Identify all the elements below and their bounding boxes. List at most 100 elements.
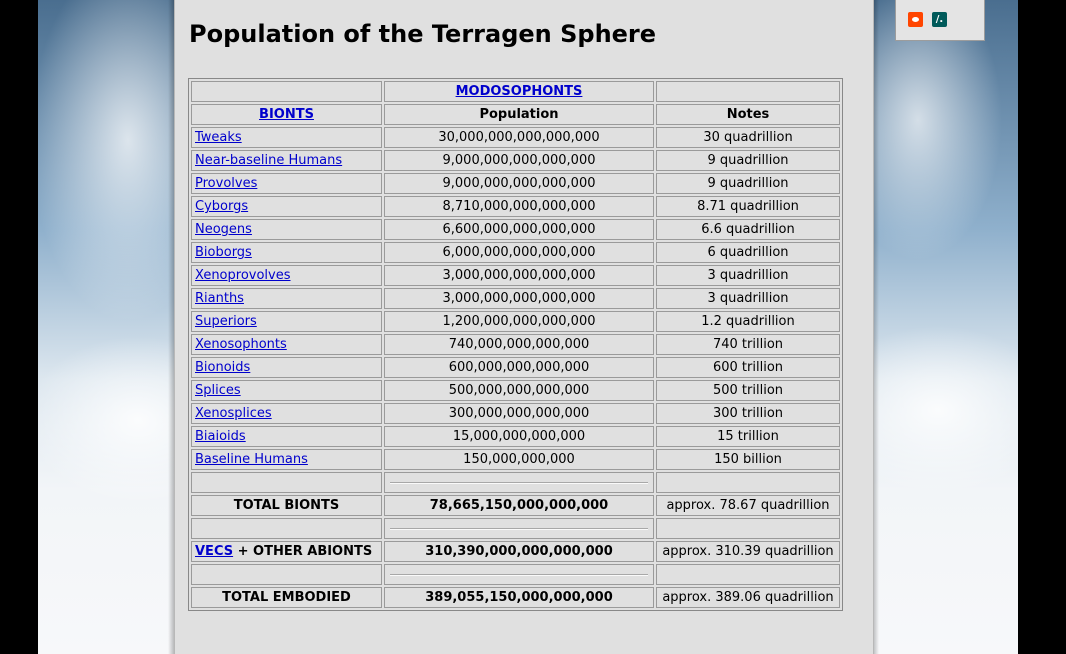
species-cell: Bionoids xyxy=(191,357,382,378)
population-cell: 9,000,000,000,000,000 xyxy=(384,150,654,171)
population-cell: 15,000,000,000,000 xyxy=(384,426,654,447)
species-cell: Neogens xyxy=(191,219,382,240)
table-header-top: MODOSOPHONTS xyxy=(191,81,840,102)
species-cell: Rianths xyxy=(191,288,382,309)
species-cell: Cyborgs xyxy=(191,196,382,217)
notes-cell: 1.2 quadrillion xyxy=(656,311,840,332)
share-box: /. xyxy=(895,0,985,41)
species-cell: Bioborgs xyxy=(191,242,382,263)
total-bionts-row: TOTAL BIONTS 78,665,150,000,000,000 approx… xyxy=(191,495,840,516)
spacer-cell xyxy=(384,564,654,585)
notes-cell: 600 trillion xyxy=(656,357,840,378)
species-link[interactable]: Near-baseline Humans xyxy=(195,153,343,168)
species-link[interactable]: Splices xyxy=(195,383,241,398)
notes-cell: 500 trillion xyxy=(656,380,840,401)
species-cell: Provolves xyxy=(191,173,382,194)
population-cell: 300,000,000,000,000 xyxy=(384,403,654,424)
header-empty-cell xyxy=(656,81,840,102)
reddit-icon[interactable] xyxy=(908,12,923,27)
panel-shadow-left xyxy=(168,0,174,654)
notes-cell: 8.71 quadrillion xyxy=(656,196,840,217)
vecs-population: 310,390,000,000,000,000 xyxy=(384,541,654,562)
species-link[interactable]: Superiors xyxy=(195,314,257,329)
table-row: Neogens 6,600,000,000,000,000 6.6 quadrill… xyxy=(191,219,840,240)
vecs-row: VECS + OTHER ABIONTS 310,390,000,000,000,… xyxy=(191,541,840,562)
notes-cell: 9 quadrillion xyxy=(656,173,840,194)
table-row: Provolves 9,000,000,000,000,000 9 quadrill… xyxy=(191,173,840,194)
population-cell: 3,000,000,000,000,000 xyxy=(384,288,654,309)
population-cell: 500,000,000,000,000 xyxy=(384,380,654,401)
notes-cell: 6.6 quadrillion xyxy=(656,219,840,240)
spacer-row xyxy=(191,518,840,539)
spacer-cell xyxy=(191,564,382,585)
population-cell: 9,000,000,000,000,000 xyxy=(384,173,654,194)
table-row: Baseline Humans 150,000,000,000 150 billio… xyxy=(191,449,840,470)
vecs-notes: approx. 310.39 quadrillion xyxy=(656,541,840,562)
notes-cell: 30 quadrillion xyxy=(656,127,840,148)
species-link[interactable]: Xenosplices xyxy=(195,406,272,421)
species-link[interactable]: Neogens xyxy=(195,222,252,237)
vecs-suffix: + OTHER ABIONTS xyxy=(233,544,373,559)
horizontal-rule xyxy=(390,527,648,530)
table-row: Xenoprovolves 3,000,000,000,000,000 3 quad… xyxy=(191,265,840,286)
table-row: Near-baseline Humans 9,000,000,000,000,00… xyxy=(191,150,840,171)
species-link[interactable]: Rianths xyxy=(195,291,244,306)
notes-cell: 150 billion xyxy=(656,449,840,470)
population-table: MODOSOPHONTS BIONTS Population Notes Twe… xyxy=(188,78,843,611)
notes-cell: 300 trillion xyxy=(656,403,840,424)
total-embodied-notes: approx. 389.06 quadrillion xyxy=(656,587,840,608)
species-link[interactable]: Tweaks xyxy=(195,130,242,145)
total-embodied-population: 389,055,150,000,000,000 xyxy=(384,587,654,608)
header-notes: Notes xyxy=(656,104,840,125)
spacer-cell xyxy=(191,472,382,493)
total-bionts-notes: approx. 78.67 quadrillion xyxy=(656,495,840,516)
spacer-cell xyxy=(384,472,654,493)
modosophonts-link[interactable]: MODOSOPHONTS xyxy=(455,84,583,99)
population-cell: 8,710,000,000,000,000 xyxy=(384,196,654,217)
table-row: Xenosophonts 740,000,000,000,000 740 trill… xyxy=(191,334,840,355)
table-row: Tweaks 30,000,000,000,000,000 30 quadrilli… xyxy=(191,127,840,148)
notes-cell: 740 trillion xyxy=(656,334,840,355)
population-cell: 6,600,000,000,000,000 xyxy=(384,219,654,240)
table-row: Bioborgs 6,000,000,000,000,000 6 quadrilli… xyxy=(191,242,840,263)
population-cell: 150,000,000,000 xyxy=(384,449,654,470)
species-link[interactable]: Biaioids xyxy=(195,429,246,444)
notes-cell: 3 quadrillion xyxy=(656,265,840,286)
notes-cell: 6 quadrillion xyxy=(656,242,840,263)
species-link[interactable]: Provolves xyxy=(195,176,258,191)
spacer-cell xyxy=(656,564,840,585)
total-bionts-label: TOTAL BIONTS xyxy=(191,495,382,516)
population-cell: 6,000,000,000,000,000 xyxy=(384,242,654,263)
slashdot-icon[interactable]: /. xyxy=(932,12,947,27)
table-row: Splices 500,000,000,000,000 500 trillion xyxy=(191,380,840,401)
spacer-row xyxy=(191,472,840,493)
header-bionts-cell: BIONTS xyxy=(191,104,382,125)
population-cell: 740,000,000,000,000 xyxy=(384,334,654,355)
species-cell: Baseline Humans xyxy=(191,449,382,470)
total-bionts-population: 78,665,150,000,000,000 xyxy=(384,495,654,516)
species-cell: Xenoprovolves xyxy=(191,265,382,286)
table-header: BIONTS Population Notes xyxy=(191,104,840,125)
population-cell: 1,200,000,000,000,000 xyxy=(384,311,654,332)
total-embodied-row: TOTAL EMBODIED 389,055,150,000,000,000 app… xyxy=(191,587,840,608)
species-link[interactable]: Xenosophonts xyxy=(195,337,287,352)
species-link[interactable]: Cyborgs xyxy=(195,199,249,214)
table-row: Superiors 1,200,000,000,000,000 1.2 quadri… xyxy=(191,311,840,332)
species-cell: Superiors xyxy=(191,311,382,332)
species-link[interactable]: Xenoprovolves xyxy=(195,268,291,283)
species-link[interactable]: Baseline Humans xyxy=(195,452,308,467)
notes-cell: 9 quadrillion xyxy=(656,150,840,171)
species-cell: Near-baseline Humans xyxy=(191,150,382,171)
notes-cell: 15 trillion xyxy=(656,426,840,447)
table-row: Cyborgs 8,710,000,000,000,000 8.71 quadril… xyxy=(191,196,840,217)
population-cell: 3,000,000,000,000,000 xyxy=(384,265,654,286)
species-link[interactable]: Bioborgs xyxy=(195,245,252,260)
species-cell: Biaioids xyxy=(191,426,382,447)
species-cell: Tweaks xyxy=(191,127,382,148)
header-modosophonts-cell: MODOSOPHONTS xyxy=(384,81,654,102)
species-cell: Xenosplices xyxy=(191,403,382,424)
species-link[interactable]: Bionoids xyxy=(195,360,251,375)
bionts-link[interactable]: BIONTS xyxy=(259,107,314,122)
vecs-link[interactable]: VECS xyxy=(195,544,234,559)
header-empty-cell xyxy=(191,81,382,102)
